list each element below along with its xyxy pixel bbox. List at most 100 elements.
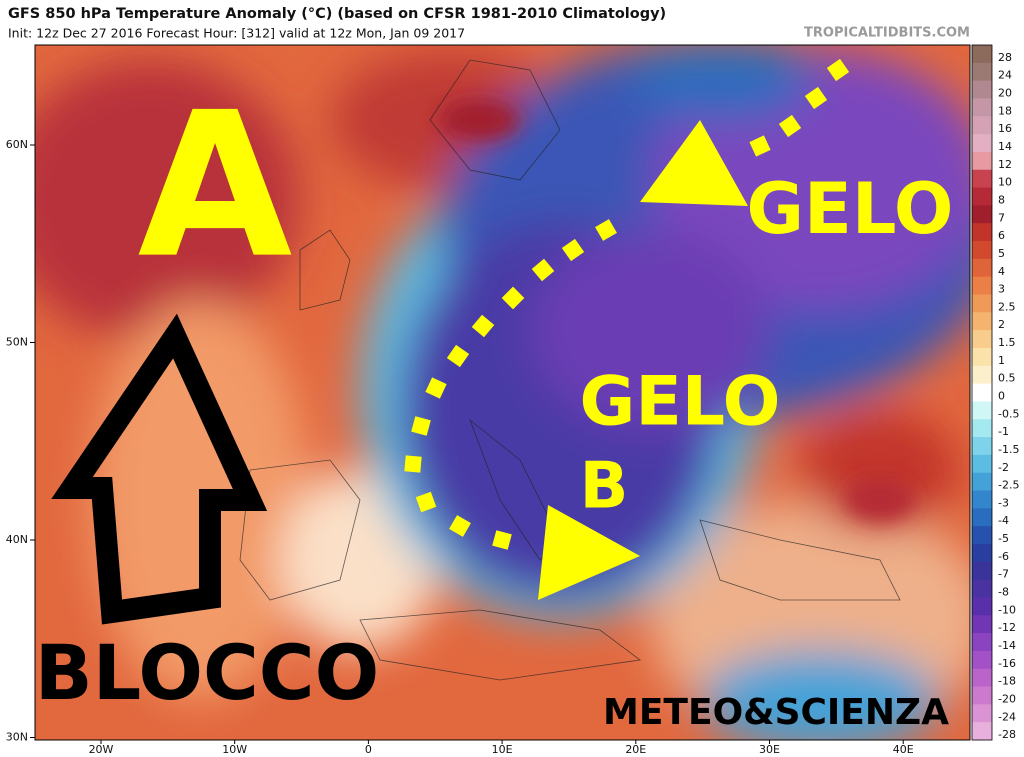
- colorbar-label: -1: [998, 425, 1009, 438]
- colorbar-swatch: [972, 294, 992, 313]
- colorbar-swatch: [972, 579, 992, 598]
- colorbar-label: 5: [998, 247, 1005, 260]
- frost-arrow: [404, 58, 850, 600]
- colorbar-swatch: [972, 543, 992, 563]
- lon-label: 20E: [625, 743, 646, 756]
- colorbar-label: 1: [998, 354, 1005, 367]
- block-label: BLOCCO: [35, 628, 379, 717]
- colorbar-label: -12: [998, 621, 1016, 634]
- colorbar-label: -14: [998, 639, 1016, 652]
- colorbar-label: 2.5: [998, 300, 1016, 313]
- watermark: METEO&SCIENZA: [603, 692, 949, 733]
- lon-label: 30E: [759, 743, 780, 756]
- gelo-center-label: GELO: [580, 363, 781, 442]
- colorbar-swatch: [972, 526, 992, 545]
- colorbar-swatch: [972, 365, 992, 385]
- lat-label: 50N: [6, 336, 28, 349]
- lon-label: 40E: [893, 743, 914, 756]
- colorbar-label: -1.5: [998, 443, 1019, 456]
- colorbar-label: 10: [998, 176, 1012, 189]
- colorbar-label: -5: [998, 532, 1009, 545]
- colorbar-label: 2: [998, 318, 1005, 331]
- lon-label: 0: [365, 743, 372, 756]
- colorbar-swatch: [972, 276, 992, 295]
- gelo-north-label: GELO: [747, 168, 954, 250]
- colorbar-swatch: [972, 383, 992, 402]
- colorbar-swatch: [972, 330, 992, 349]
- title: GFS 850 hPa Temperature Anomaly (°C) (ba…: [8, 6, 666, 22]
- credit: TROPICALTIDBITS.COM: [804, 26, 970, 41]
- colorbar-swatch: [972, 134, 992, 153]
- colorbar-swatch: [972, 116, 992, 135]
- colorbar-swatch: [972, 419, 992, 438]
- colorbar-swatch: [972, 241, 992, 260]
- colorbar-label: -16: [998, 657, 1016, 670]
- colorbar-label: -2.5: [998, 479, 1019, 492]
- lon-label: 10W: [222, 743, 247, 756]
- colorbar-swatch: [972, 490, 992, 509]
- colorbar-swatch: [972, 561, 992, 581]
- colorbar-frame: [971, 44, 993, 741]
- colorbar-swatch: [972, 45, 992, 64]
- colorbar-label: -0.5: [998, 407, 1019, 420]
- colorbar-label: -20: [998, 692, 1016, 705]
- colorbar-label: 0: [998, 390, 1005, 403]
- lon-label: 20W: [89, 743, 114, 756]
- colorbar-swatch: [972, 98, 992, 117]
- high-label: A: [138, 70, 293, 303]
- colorbar-label: -2: [998, 461, 1009, 474]
- colorbar-label: -6: [998, 550, 1009, 563]
- colorbar-swatch: [972, 722, 992, 741]
- colorbar-label: 7: [998, 211, 1005, 224]
- low-label: B: [580, 450, 629, 524]
- colorbar-swatch: [972, 80, 992, 99]
- colorbar-label: -8: [998, 586, 1009, 599]
- colorbar-swatch: [972, 633, 992, 652]
- colorbar-swatch: [972, 169, 992, 189]
- axes: 60N 50N 40N 30N 20W 10W 0 10E 20E 30E 40E: [6, 138, 914, 756]
- colorbar: 28 24 20 18 16 14 12 10 8 7 6 5 4 3 2.5 2 1.5 1 0.5 0 -0.5 -1…: [971, 44, 1019, 741]
- block-arrow: [51, 313, 268, 625]
- colorbar-label: -4: [998, 514, 1009, 527]
- colorbar-label: -3: [998, 496, 1009, 509]
- colorbar-label: 4: [998, 265, 1005, 278]
- colorbar-swatch: [972, 597, 992, 616]
- colorbar-label: -7: [998, 568, 1009, 581]
- colorbar-swatch: [972, 258, 992, 278]
- colorbar-label: -28: [998, 728, 1016, 741]
- colorbar-swatch: [972, 312, 992, 331]
- colorbar-swatch: [972, 62, 992, 82]
- colorbar-label: 16: [998, 122, 1012, 135]
- lat-label: 60N: [6, 138, 28, 151]
- colorbar-label: 18: [998, 104, 1012, 117]
- map: A GELO GELO B BLOCCO METEO&SCIENZA: [35, 45, 970, 740]
- colorbar-swatch: [972, 151, 992, 171]
- colorbar-swatch: [972, 650, 992, 670]
- colorbar-swatch: [972, 437, 992, 456]
- colorbar-label: -18: [998, 675, 1016, 688]
- subtitle: Init: 12z Dec 27 2016 Forecast Hour: [31…: [8, 26, 465, 41]
- colorbar-swatch: [972, 615, 992, 634]
- colorbar-label: 6: [998, 229, 1005, 242]
- colorbar-swatch: [972, 704, 992, 723]
- colorbar-label: 8: [998, 193, 1005, 206]
- colorbar-swatch: [972, 508, 992, 527]
- colorbar-label: 1.5: [998, 336, 1016, 349]
- colorbar-swatch: [972, 668, 992, 688]
- colorbar-swatch: [972, 187, 992, 206]
- colorbar-label: 14: [998, 140, 1012, 153]
- colorbar-swatch: [972, 205, 992, 224]
- colorbar-label: -24: [998, 710, 1016, 723]
- lon-label: 10E: [492, 743, 513, 756]
- colorbar-swatch: [972, 472, 992, 492]
- colorbar-label: 20: [998, 87, 1012, 100]
- colorbar-label: 28: [998, 51, 1012, 64]
- colorbar-label: 24: [998, 69, 1012, 82]
- colorbar-swatch: [972, 686, 992, 705]
- colorbar-swatch: [972, 347, 992, 367]
- lat-label: 40N: [6, 533, 28, 546]
- colorbar-label: 0.5: [998, 372, 1016, 385]
- colorbar-swatch: [972, 454, 992, 474]
- colorbar-swatch: [972, 401, 992, 420]
